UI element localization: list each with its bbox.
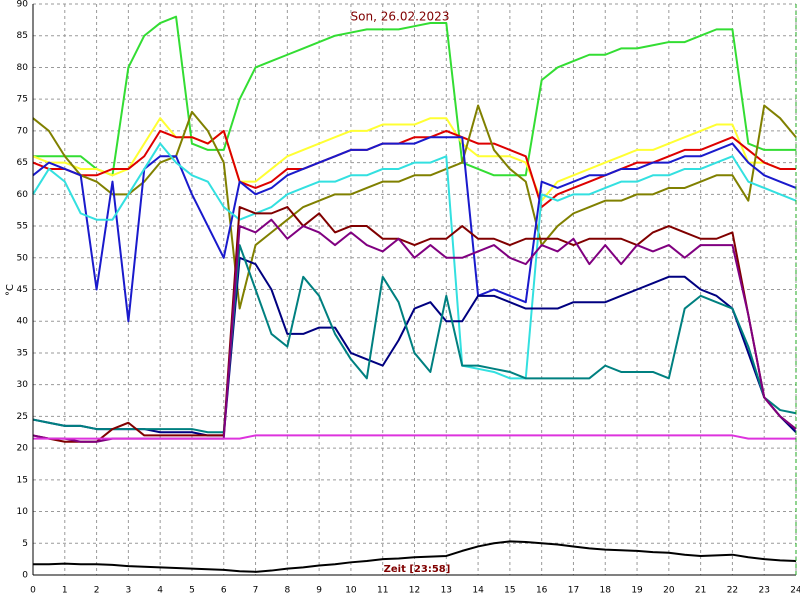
x-tick-label: 22 — [727, 586, 738, 596]
x-tick-label: 7 — [253, 586, 259, 596]
y-tick-label: 30 — [17, 380, 29, 390]
series-line — [33, 540, 797, 573]
y-tick-label: 0 — [22, 571, 28, 581]
x-tick-label: 18 — [600, 586, 612, 596]
y-tick-label: 25 — [17, 412, 28, 422]
series-line — [32, 136, 797, 323]
series-line — [33, 434, 796, 440]
y-tick-label: 45 — [17, 285, 28, 295]
y-tick-label: 5 — [22, 539, 28, 549]
x-tick-label: 2 — [94, 586, 100, 596]
y-tick-label: 75 — [17, 95, 28, 105]
series-line — [32, 206, 797, 443]
y-tick-label: 15 — [17, 475, 28, 485]
y-tick-label: 65 — [17, 158, 28, 168]
x-tick-label: 3 — [126, 586, 132, 596]
x-tick-label: 4 — [157, 586, 163, 596]
series-line — [32, 129, 796, 209]
x-tick-label: 19 — [631, 586, 643, 596]
series-line — [32, 256, 797, 437]
x-tick-label: 17 — [568, 586, 579, 596]
x-tick-label: 1 — [62, 586, 68, 596]
y-tick-label: 55 — [17, 222, 28, 232]
x-tick-label: 0 — [30, 586, 36, 596]
x-tick-label: 9 — [316, 586, 322, 596]
x-tick-label: 21 — [695, 586, 706, 596]
y-tick-label: 40 — [17, 317, 29, 327]
x-tick-label: 14 — [472, 586, 484, 596]
series-line — [32, 244, 797, 434]
x-tick-label: 15 — [504, 586, 515, 596]
x-tick-label: 10 — [345, 586, 357, 596]
y-tick-label: 90 — [17, 0, 29, 10]
x-tick-label: 24 — [790, 586, 800, 596]
x-tick-label: 23 — [758, 586, 769, 596]
lines — [32, 15, 797, 573]
y-tick-label: 20 — [17, 444, 29, 454]
y-axis-label: °C — [5, 284, 16, 296]
series-line — [32, 104, 797, 310]
x-tick-label: 5 — [189, 586, 195, 596]
chart-title: Son, 26.02.2023 — [351, 10, 450, 24]
y-tick-label: 60 — [17, 190, 29, 200]
series-line — [32, 117, 796, 202]
y-tick-label: 50 — [17, 253, 29, 263]
x-tick-label: 11 — [377, 586, 388, 596]
x-tick-label: 16 — [536, 586, 548, 596]
x-tick-label: 20 — [663, 586, 675, 596]
x-tick-label: 13 — [441, 586, 452, 596]
y-tick-label: 70 — [17, 126, 29, 136]
y-tick-label: 80 — [17, 63, 29, 73]
y-tick-label: 85 — [17, 31, 28, 41]
x-tick-label: 6 — [221, 586, 227, 596]
x-tick-label: 8 — [284, 586, 290, 596]
series-line — [33, 15, 796, 177]
series-line — [32, 142, 797, 380]
y-tick-label: 10 — [17, 507, 29, 517]
x-axis-label: Zeit [23:58] — [384, 564, 451, 575]
y-tick-label: 35 — [17, 348, 28, 358]
x-tick-label: 12 — [409, 586, 420, 596]
